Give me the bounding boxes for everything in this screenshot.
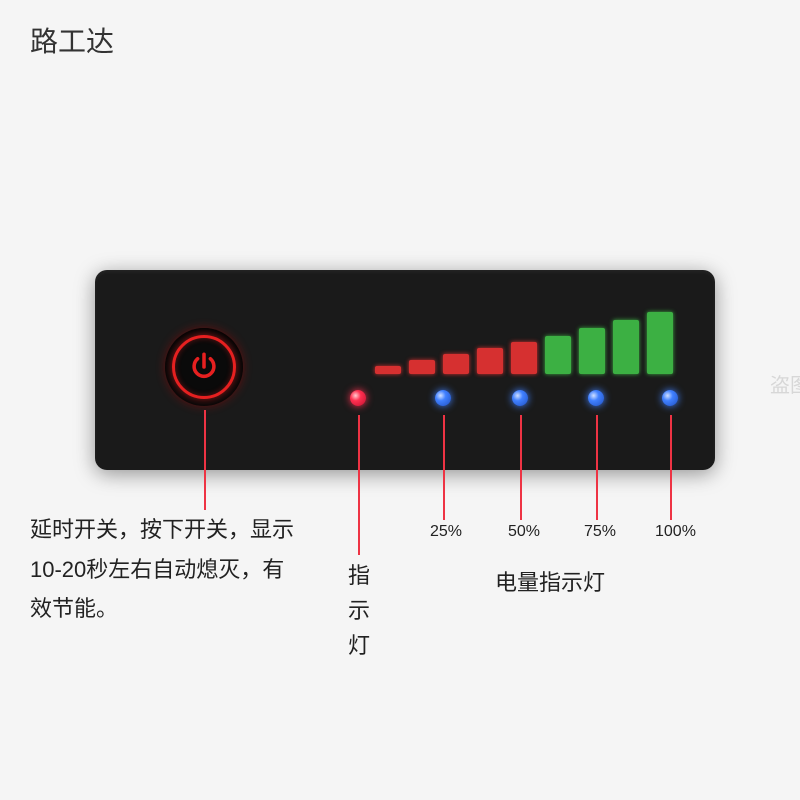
battery-led-2 [512, 390, 528, 406]
power-icon [187, 350, 221, 384]
callout-line-75 [596, 415, 598, 520]
level-bar-7 [579, 328, 605, 374]
level-bar-3 [443, 354, 469, 374]
callout-line-100 [670, 415, 672, 520]
level-bar-9 [647, 312, 673, 374]
battery-led-4 [662, 390, 678, 406]
brand-text: 路工达 [30, 20, 114, 60]
power-button[interactable] [165, 328, 243, 406]
battery-led-1 [435, 390, 451, 406]
device-panel [95, 270, 715, 470]
pct-100: 100% [655, 523, 696, 541]
status-led [350, 390, 366, 406]
callout-line-indicator [358, 415, 360, 555]
power-description: 延时开关，按下开关，显示10-20秒左右自动熄灭，有效节能。 [30, 510, 300, 629]
pct-75: 75% [584, 523, 616, 541]
indicator-label: 指 示 灯 [348, 558, 372, 664]
level-bar-1 [375, 366, 401, 374]
callout-line-25 [443, 415, 445, 520]
callout-line-power [204, 410, 206, 510]
level-bars [375, 312, 673, 374]
pct-50: 50% [508, 523, 540, 541]
callout-line-50 [520, 415, 522, 520]
level-bar-6 [545, 336, 571, 374]
battery-label: 电量指示灯 [495, 563, 605, 603]
level-bar-5 [511, 342, 537, 374]
level-bar-8 [613, 320, 639, 374]
pct-25: 25% [430, 523, 462, 541]
power-button-ring [172, 335, 236, 399]
battery-led-3 [588, 390, 604, 406]
level-bar-4 [477, 348, 503, 374]
watermark-text: 盗图 [770, 370, 800, 402]
level-bar-2 [409, 360, 435, 374]
